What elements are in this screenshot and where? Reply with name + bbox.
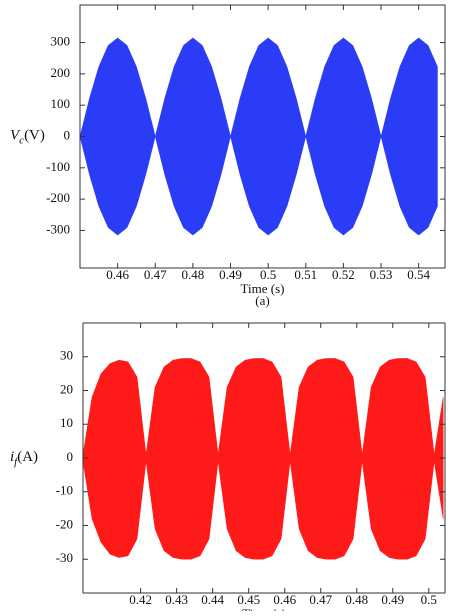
y-tick-label: 200: [51, 65, 71, 80]
x-tick-label: 0.54: [407, 267, 430, 282]
x-tick-label: 0.43: [165, 592, 188, 607]
y-label-unit: (V): [24, 128, 45, 144]
y-tick-label: 0: [64, 127, 71, 142]
x-tick-label: 0.46: [273, 592, 296, 607]
caption: (a): [255, 293, 269, 308]
y-axis-label: if(A): [10, 449, 38, 467]
x-tick-label: 0.45: [237, 592, 260, 607]
y-tick-label: -10: [56, 483, 73, 498]
x-axis-label: Time (s): [242, 606, 286, 611]
x-tick-label: 0.53: [370, 267, 393, 282]
x-tick-label: 0.47: [144, 267, 167, 282]
signal-area: [82, 358, 444, 459]
y-tick-label: -200: [46, 190, 70, 205]
x-tick-label: 0.46: [106, 267, 129, 282]
y-axis-label: Vc(V): [10, 128, 45, 146]
x-tick-label: 0.44: [201, 592, 224, 607]
y-tick-label: 30: [60, 348, 73, 363]
y-tick-label: -100: [46, 159, 70, 174]
y-tick-label: -20: [56, 516, 73, 531]
y-label-symbol: i: [10, 449, 14, 465]
signal-area: [79, 37, 438, 137]
x-tick-label: 0.42: [129, 592, 152, 607]
y-label-unit: (A): [17, 449, 38, 465]
y-tick-label: 300: [51, 34, 71, 49]
y-label-symbol: V: [10, 128, 21, 144]
signal-area: [82, 457, 444, 560]
y-tick-label: 100: [51, 96, 71, 111]
y-label-subscript: f: [14, 456, 19, 468]
y-tick-label: 20: [60, 381, 73, 396]
y-label-subscript: c: [19, 134, 24, 146]
x-tick-label: 0.49: [219, 267, 242, 282]
x-axis-label: Time (s): [241, 281, 285, 296]
x-tick-label: 0.52: [332, 267, 355, 282]
y-tick-label: 10: [60, 415, 73, 430]
y-tick-label: -30: [56, 550, 73, 565]
x-tick-label: 0.5: [421, 592, 437, 607]
x-tick-label: 0.5: [260, 267, 276, 282]
x-tick-label: 0.49: [381, 592, 404, 607]
signal-area: [79, 136, 438, 236]
x-tick-label: 0.51: [294, 267, 317, 282]
x-tick-label: 0.48: [345, 592, 368, 607]
x-tick-label: 0.47: [309, 592, 332, 607]
y-tick-label: -300: [46, 221, 70, 236]
x-tick-label: 0.48: [182, 267, 205, 282]
y-tick-label: 0: [67, 449, 74, 464]
